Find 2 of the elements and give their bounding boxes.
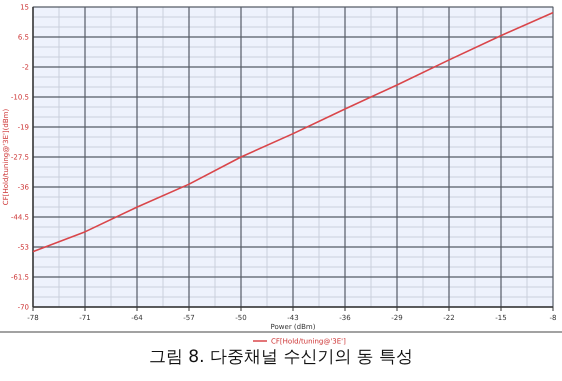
caption: 그림 8. 다중채널 수신기의 동 특성 <box>148 347 414 367</box>
line-series <box>32 12 554 252</box>
